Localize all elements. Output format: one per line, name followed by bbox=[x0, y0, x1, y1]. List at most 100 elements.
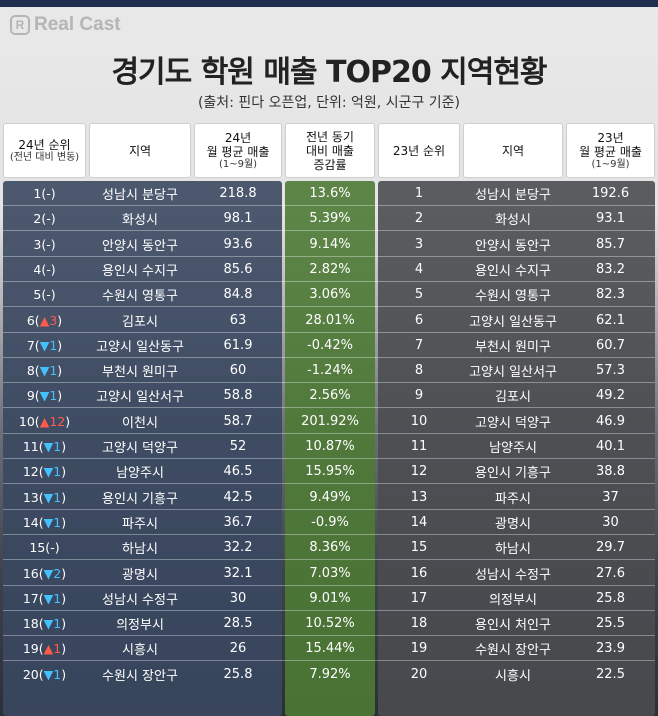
sales-change: 3.06% bbox=[309, 287, 351, 303]
change-column-background bbox=[285, 181, 375, 716]
rank-change-amount: 1 bbox=[49, 337, 58, 353]
table-row: 4(-) 용인시 수지구 85.6 2.82% 4 용인시 수지구 83.2 bbox=[0, 257, 658, 282]
sales-change: 13.6% bbox=[309, 186, 351, 201]
table-row: 11(▼ 1) 고양시 덕양구 52 10.87% 11 남양주시 40.1 bbox=[0, 434, 658, 459]
header-rank23-title: 23년 순위 bbox=[392, 143, 446, 158]
sales-2024: 85.6 bbox=[223, 261, 253, 277]
header-change-line2: 대비 매출 bbox=[306, 143, 354, 158]
region-2023: 수원시 장안구 bbox=[475, 643, 551, 659]
rank-paren-close: ) bbox=[50, 186, 56, 201]
table-row: 7(▼ 1) 고양시 일산동구 61.9 -0.42% 7 부천시 원미구 60.7 bbox=[0, 333, 658, 358]
region-2024: 고양시 일산동구 bbox=[96, 339, 184, 355]
rank-paren-open: ( bbox=[41, 287, 47, 303]
header-sales23: 23년 월 평균 매출 (1~9월) bbox=[566, 123, 655, 178]
region-2024: 성남시 분당구 bbox=[102, 188, 178, 203]
table-row: 13(▼ 1) 용인시 기흥구 42.5 9.49% 13 파주시 37 bbox=[0, 485, 658, 510]
rank-2023: 9 bbox=[414, 388, 424, 404]
rank-down-icon: ▼ bbox=[39, 337, 50, 353]
sales-2023: 93.1 bbox=[596, 211, 625, 227]
rank-down-icon: ▼ bbox=[43, 590, 54, 606]
sales-change: 8.36% bbox=[309, 540, 351, 556]
rank-2024: 4(-) bbox=[3, 257, 86, 282]
row-divider bbox=[3, 660, 655, 662]
rank-paren-open: ( bbox=[41, 261, 47, 277]
rank-paren-open: ( bbox=[34, 413, 40, 429]
region-2023: 성남시 분당구 bbox=[475, 188, 551, 203]
rank-2024: 2(-) bbox=[3, 206, 86, 231]
sales-change: 9.14% bbox=[309, 236, 351, 252]
region-2023: 시흥시 bbox=[495, 668, 531, 684]
sales-2023: 27.6 bbox=[596, 565, 625, 581]
sales-2024: 58.7 bbox=[223, 413, 253, 429]
rank-down-icon: ▼ bbox=[43, 464, 54, 480]
table-row: 1(-) 성남시 분당구 218.8 13.6% 1 성남시 분당구 192.6 bbox=[0, 181, 658, 206]
row-divider bbox=[3, 356, 655, 358]
rank-unchanged-icon: - bbox=[50, 540, 55, 556]
rank-paren-open: ( bbox=[38, 514, 44, 530]
sales-2024: 28.5 bbox=[223, 616, 253, 632]
region-2023: 광명시 bbox=[495, 516, 531, 532]
header-sales23-year: 23년 bbox=[597, 130, 624, 145]
rank-paren-open: ( bbox=[38, 616, 44, 632]
rank-2024: 12(▼ 1) bbox=[3, 459, 86, 484]
region-2023: 안양시 동안구 bbox=[475, 238, 551, 254]
row-divider bbox=[3, 280, 655, 282]
rank-down-icon: ▼ bbox=[43, 514, 54, 530]
rank-paren-open: ( bbox=[41, 236, 47, 252]
region-2024: 이천시 bbox=[122, 415, 158, 431]
sales-change: -0.9% bbox=[311, 514, 349, 530]
rank-up-icon: ▲ bbox=[39, 312, 50, 328]
region-2024: 수원시 장안구 bbox=[102, 668, 178, 684]
rank-paren-open: ( bbox=[38, 464, 44, 480]
rank-unchanged-icon: - bbox=[46, 236, 51, 252]
rank-change-amount: 1 bbox=[53, 616, 62, 632]
sales-2024: 84.8 bbox=[223, 287, 253, 303]
table-row: 19(▲ 1) 시흥시 26 15.44% 19 수원시 장안구 23.9 bbox=[0, 636, 658, 662]
sales-2024: 26 bbox=[229, 641, 247, 657]
sales-change: 10.87% bbox=[305, 439, 355, 454]
header-sales23-title: 월 평균 매출 bbox=[579, 144, 642, 159]
region-2023: 김포시 bbox=[495, 390, 531, 406]
rank-down-icon: ▼ bbox=[43, 489, 54, 505]
table-header: 24년 순위 (전년 대비 변동) 지역 24년 월 평균 매출 (1~9월) … bbox=[0, 123, 658, 178]
rank-change-amount: 1 bbox=[53, 464, 62, 480]
table-row: 5(-) 수원시 영통구 84.8 3.06% 5 수원시 영통구 82.3 bbox=[0, 282, 658, 308]
rank-number: 13 bbox=[22, 489, 39, 505]
header-sales24-period: (1~9월) bbox=[218, 158, 258, 170]
row-divider bbox=[3, 533, 655, 535]
rank-2024: 8(▼ 1) bbox=[3, 358, 86, 383]
rank-number: 12 bbox=[22, 464, 39, 480]
header-sales24-year: 24년 bbox=[224, 130, 252, 145]
rank-number: 5 bbox=[33, 287, 42, 303]
rank-2024: 3(-) bbox=[3, 232, 86, 257]
rank-2024: 18(▼ 1) bbox=[3, 611, 86, 636]
sales-2024: 30 bbox=[229, 590, 247, 606]
row-divider bbox=[3, 584, 655, 586]
row-divider bbox=[3, 255, 655, 257]
sales-2023: 25.5 bbox=[596, 616, 625, 632]
header-sales24-title: 월 평균 매출 bbox=[206, 144, 270, 159]
rank-2024: 16(▼ 2) bbox=[3, 561, 86, 586]
header-region23: 지역 bbox=[463, 123, 563, 178]
rank-unchanged-icon: - bbox=[46, 287, 51, 303]
rank-number: 20 bbox=[22, 666, 39, 682]
sales-change: 15.44% bbox=[305, 641, 355, 657]
header-sales24: 24년 월 평균 매출 (1~9월) bbox=[194, 123, 282, 178]
rank-change-amount: 12 bbox=[49, 413, 66, 429]
rank-paren-close: ) bbox=[57, 388, 63, 404]
rank-2024: 19(▲ 1) bbox=[3, 636, 86, 661]
header-region24-title: 지역 bbox=[128, 143, 152, 158]
sales-change: 9.01% bbox=[309, 590, 351, 606]
region-2024: 의정부시 bbox=[116, 618, 164, 634]
sales-2024: 46.5 bbox=[223, 464, 253, 480]
region-2024: 고양시 덕양구 bbox=[102, 441, 178, 456]
rank-unchanged-icon: - bbox=[46, 186, 51, 201]
sales-2023: 25.8 bbox=[596, 590, 625, 606]
header-rank23: 23년 순위 bbox=[378, 123, 460, 178]
region-2024: 화성시 bbox=[122, 213, 158, 229]
region-2023: 용인시 수지구 bbox=[475, 263, 551, 279]
rank-2023: 12 bbox=[410, 464, 428, 480]
rank-2024: 10(▲ 12) bbox=[3, 409, 86, 434]
rank-paren-open: ( bbox=[38, 590, 44, 606]
rank-paren-close: ) bbox=[61, 590, 67, 606]
